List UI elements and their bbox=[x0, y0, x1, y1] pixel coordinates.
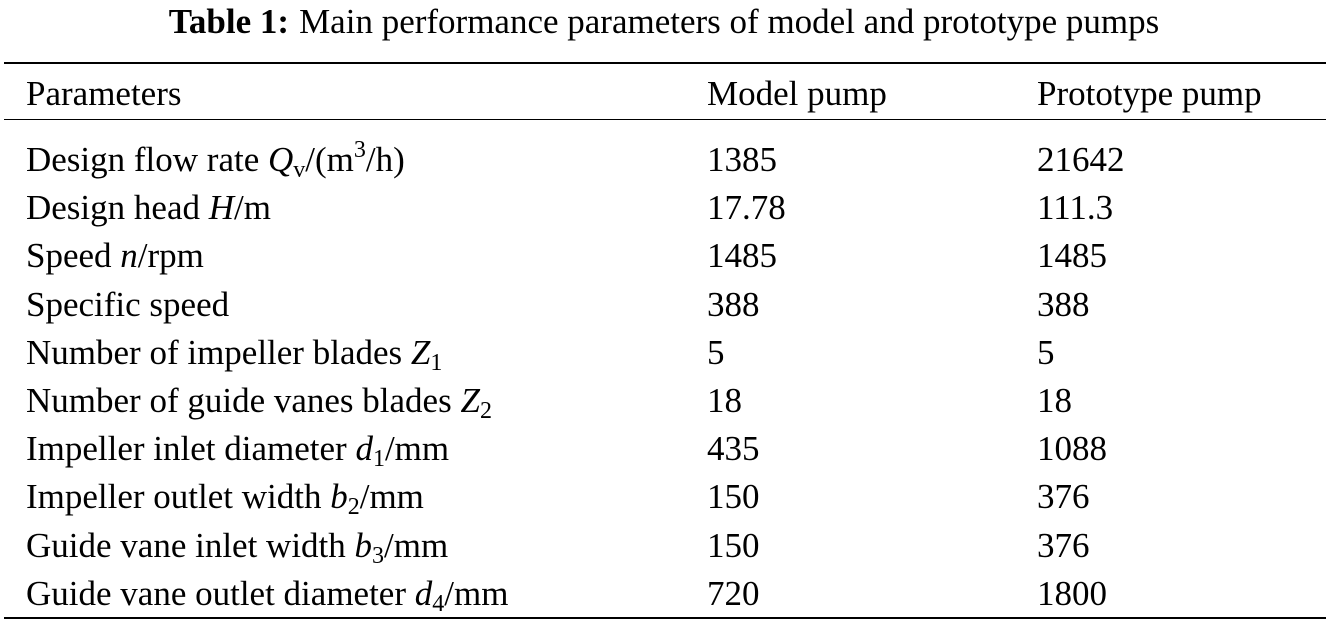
parameter-name: Impeller inlet diameter bbox=[26, 429, 356, 469]
prototype-value: 18 bbox=[1037, 381, 1072, 421]
model-value: 150 bbox=[707, 525, 760, 565]
parameter-name: Number of guide vanes blades bbox=[26, 381, 461, 421]
table-header: Parameters Model pump Prototype pump bbox=[4, 72, 1326, 116]
prototype-value: 1800 bbox=[1037, 573, 1107, 613]
model-value: 18 bbox=[707, 381, 742, 421]
parameter-cell: Guide vane outlet diameter d4/mm bbox=[4, 570, 707, 618]
parameter-subscript: 2 bbox=[347, 494, 360, 521]
parameter-symbol: H bbox=[208, 188, 235, 228]
parameter-name: Guide vane outlet diameter bbox=[26, 573, 415, 613]
table-top-rule bbox=[4, 62, 1326, 64]
prototype-value: 1485 bbox=[1037, 236, 1107, 276]
prototype-value: 376 bbox=[1037, 477, 1090, 517]
parameter-unit-end: /h) bbox=[365, 140, 405, 180]
table-caption-label: Table 1: bbox=[168, 2, 290, 41]
model-value: 5 bbox=[707, 332, 725, 372]
parameter-symbol: b bbox=[330, 477, 348, 517]
parameter-unit: /(m bbox=[305, 140, 354, 180]
parameter-cell: Design flow rate Qv/(m3/h) bbox=[4, 136, 707, 184]
model-value: 1485 bbox=[707, 236, 777, 276]
prototype-value: 1088 bbox=[1037, 429, 1107, 469]
parameter-unit: /mm bbox=[384, 525, 449, 565]
parameter-symbol: d bbox=[414, 573, 433, 613]
parameter-unit: /mm bbox=[444, 573, 509, 613]
parameter-name: Specific speed bbox=[26, 284, 230, 324]
parameter-symbol: d bbox=[355, 429, 373, 469]
table-row: Specific speed 388 388 bbox=[4, 281, 1326, 329]
table-row: Guide vane inlet width b3/mm 150 376 bbox=[4, 522, 1326, 570]
parameter-unit: /mm bbox=[384, 429, 450, 469]
table-caption-text: Main performance parameters of model and… bbox=[299, 2, 1160, 41]
model-value: 1385 bbox=[707, 140, 777, 180]
prototype-value: 376 bbox=[1037, 525, 1090, 565]
table-bottom-rule bbox=[4, 617, 1326, 619]
parameter-unit: /rpm bbox=[137, 236, 204, 276]
table-caption: Table 1: Main performance parameters of m… bbox=[0, 0, 1328, 44]
parameter-name: Speed bbox=[26, 236, 121, 276]
parameter-cell: Number of guide vanes blades Z2 bbox=[4, 377, 707, 425]
parameter-cell: Guide vane inlet width b3/mm bbox=[4, 522, 707, 570]
parameter-cell: Speed n/rpm bbox=[4, 232, 707, 280]
table-row: Design flow rate Qv/(m3/h) 1385 21642 bbox=[4, 136, 1326, 184]
header-row: Parameters Model pump Prototype pump bbox=[4, 72, 1326, 116]
table-row: Speed n/rpm 1485 1485 bbox=[4, 232, 1326, 280]
parameter-subscript: 2 bbox=[479, 398, 492, 425]
prototype-value: 388 bbox=[1037, 284, 1090, 324]
header-model-pump: Model pump bbox=[707, 74, 887, 113]
model-value: 388 bbox=[707, 284, 760, 324]
table-row: Impeller outlet width b2/mm 150 376 bbox=[4, 473, 1326, 521]
parameter-subscript: v bbox=[293, 157, 306, 184]
header-prototype-pump: Prototype pump bbox=[1037, 74, 1262, 113]
model-value: 720 bbox=[707, 573, 760, 613]
model-value: 435 bbox=[707, 429, 760, 469]
parameter-unit: /mm bbox=[359, 477, 424, 517]
parameter-superscript: 3 bbox=[353, 137, 366, 164]
parameter-cell: Specific speed bbox=[4, 281, 707, 329]
parameter-cell: Impeller outlet width b2/mm bbox=[4, 473, 707, 521]
table-row: Number of impeller blades Z1 5 5 bbox=[4, 329, 1326, 377]
table-row: Impeller inlet diameter d1/mm 435 1088 bbox=[4, 425, 1326, 473]
model-value: 150 bbox=[707, 477, 760, 517]
parameter-subscript: 1 bbox=[430, 349, 443, 376]
parameter-cell: Impeller inlet diameter d1/mm bbox=[4, 425, 707, 473]
prototype-value: 5 bbox=[1037, 332, 1055, 372]
parameter-symbol: Q bbox=[268, 140, 294, 180]
parameter-subscript: 1 bbox=[372, 446, 385, 473]
parameter-cell: Design head H/m bbox=[4, 184, 707, 232]
parameter-symbol: b bbox=[354, 525, 373, 565]
parameter-symbol: Z bbox=[460, 381, 480, 421]
parameter-symbol: Z bbox=[410, 332, 431, 372]
model-value: 17.78 bbox=[707, 188, 786, 228]
prototype-value: 111.3 bbox=[1037, 188, 1114, 228]
parameter-name: Design head bbox=[26, 188, 209, 228]
parameter-unit: /m bbox=[234, 188, 271, 228]
parameter-symbol: n bbox=[120, 236, 138, 276]
prototype-value: 21642 bbox=[1037, 140, 1125, 180]
parameter-name: Guide vane inlet width bbox=[26, 525, 355, 565]
header-parameters: Parameters bbox=[26, 74, 182, 113]
table-row: Number of guide vanes blades Z2 18 18 bbox=[4, 377, 1326, 425]
table-row: Design head H/m 17.78 111.3 bbox=[4, 184, 1326, 232]
table-header-rule bbox=[4, 119, 1326, 120]
parameter-subscript: 3 bbox=[372, 542, 385, 569]
parameter-name: Number of impeller blades bbox=[26, 332, 411, 372]
table-row: Guide vane outlet diameter d4/mm 720 180… bbox=[4, 570, 1326, 618]
parameter-cell: Number of impeller blades Z1 bbox=[4, 329, 707, 377]
table-body: Design flow rate Qv/(m3/h) 1385 21642 De… bbox=[4, 136, 1326, 618]
parameter-subscript: 4 bbox=[432, 590, 445, 617]
parameter-name: Impeller outlet width bbox=[26, 477, 331, 517]
parameter-name: Design flow rate bbox=[26, 140, 269, 180]
